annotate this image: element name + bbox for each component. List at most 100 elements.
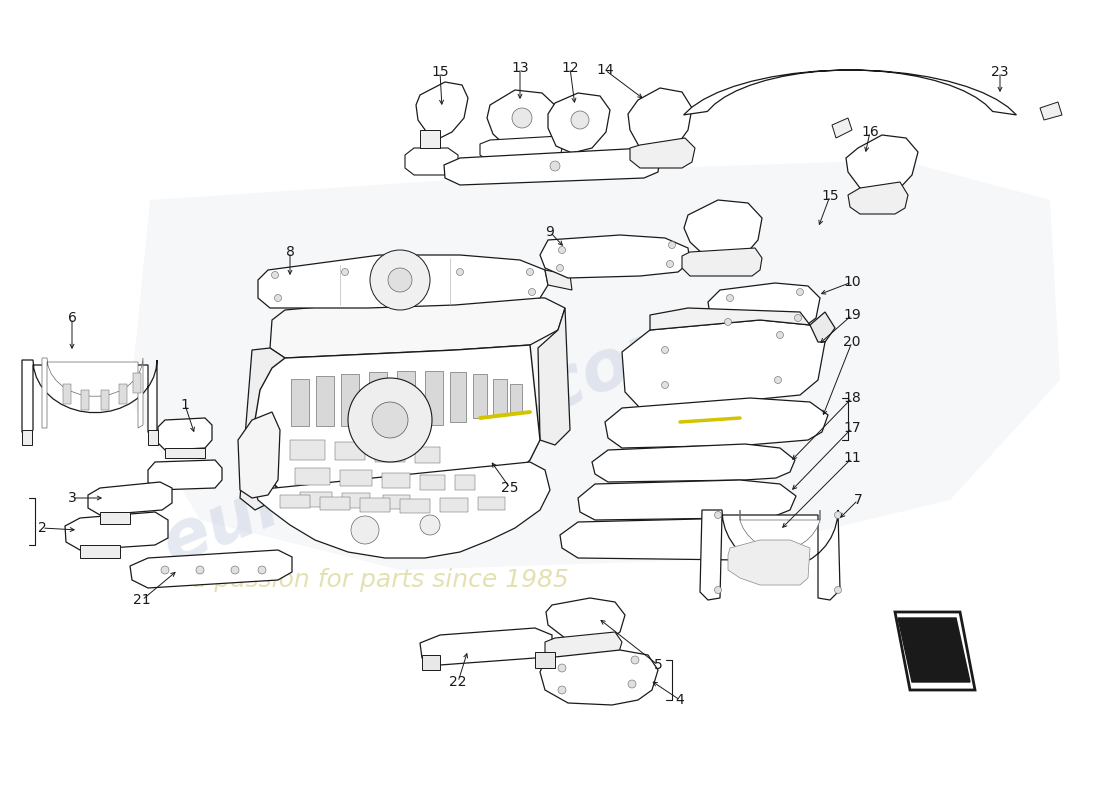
Polygon shape [320,497,350,510]
Polygon shape [544,270,572,290]
Polygon shape [101,390,109,410]
Circle shape [726,294,734,302]
Text: 15: 15 [822,189,839,203]
Text: 3: 3 [67,491,76,505]
Circle shape [669,242,675,249]
Circle shape [196,566,204,574]
Polygon shape [368,372,387,426]
Polygon shape [292,379,309,426]
Polygon shape [341,374,359,426]
Circle shape [348,378,432,462]
Text: 1: 1 [180,398,189,412]
Polygon shape [540,235,690,278]
Circle shape [456,269,463,275]
Polygon shape [895,612,975,690]
Polygon shape [130,160,1060,570]
Circle shape [272,271,278,278]
Polygon shape [258,255,548,308]
Polygon shape [252,345,540,535]
Circle shape [351,516,380,544]
Polygon shape [450,372,466,422]
Polygon shape [605,398,828,448]
Polygon shape [65,512,168,550]
Circle shape [628,680,636,688]
Text: 14: 14 [596,63,614,77]
Polygon shape [88,482,172,515]
Polygon shape [478,497,505,510]
Circle shape [550,161,560,171]
Polygon shape [295,468,330,485]
Polygon shape [420,130,440,148]
Polygon shape [728,540,810,585]
Circle shape [667,261,673,267]
Polygon shape [535,652,556,668]
Polygon shape [540,650,658,705]
Text: 18: 18 [843,391,861,405]
Circle shape [420,515,440,535]
Circle shape [341,269,349,275]
Circle shape [661,382,669,389]
Polygon shape [420,628,552,665]
Text: 25: 25 [502,481,519,495]
Text: 13: 13 [512,61,529,75]
Polygon shape [375,445,405,462]
Circle shape [558,664,566,672]
Polygon shape [119,384,126,404]
Polygon shape [444,148,660,185]
Text: 6: 6 [67,311,76,325]
Polygon shape [336,442,365,460]
Polygon shape [22,430,32,445]
Polygon shape [650,308,810,330]
Circle shape [796,289,803,295]
Polygon shape [493,379,507,415]
Text: 22: 22 [449,675,466,689]
Text: 2: 2 [37,521,46,535]
Polygon shape [682,248,762,276]
Polygon shape [383,495,410,509]
Circle shape [512,108,532,128]
Polygon shape [548,93,610,153]
Polygon shape [846,135,918,195]
Circle shape [557,265,563,271]
Polygon shape [400,499,430,513]
Circle shape [777,331,783,338]
Circle shape [715,586,722,594]
Polygon shape [510,384,522,412]
Text: 21: 21 [133,593,151,607]
Polygon shape [63,384,72,404]
Circle shape [794,314,802,322]
Circle shape [835,586,842,594]
Text: 9: 9 [546,225,554,239]
Text: 12: 12 [561,61,579,75]
Polygon shape [405,148,458,175]
Circle shape [527,269,534,275]
Polygon shape [810,312,835,342]
Polygon shape [382,473,410,488]
Circle shape [258,566,266,574]
Circle shape [559,246,565,254]
Polygon shape [420,475,446,490]
Polygon shape [240,348,285,510]
Polygon shape [628,88,692,154]
Polygon shape [290,440,324,460]
Polygon shape [280,495,310,508]
Polygon shape [592,444,795,482]
Polygon shape [546,598,625,642]
Polygon shape [1040,102,1062,120]
Polygon shape [316,376,334,426]
Polygon shape [130,550,292,588]
Circle shape [558,686,566,694]
Text: a passion for parts since 1985: a passion for parts since 1985 [191,568,569,592]
Polygon shape [708,283,820,332]
Polygon shape [158,418,212,450]
Polygon shape [300,492,332,507]
Polygon shape [621,320,825,408]
Circle shape [275,294,282,302]
Polygon shape [425,371,443,425]
Polygon shape [440,498,467,512]
Polygon shape [397,371,415,427]
Polygon shape [416,82,468,138]
Polygon shape [684,200,762,260]
Circle shape [388,268,412,292]
Circle shape [774,377,781,383]
